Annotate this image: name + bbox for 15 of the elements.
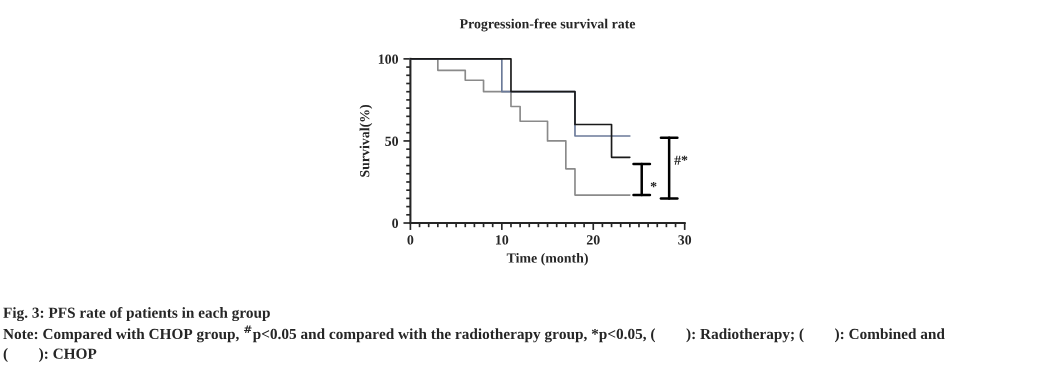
x-tick-label: 10	[496, 235, 509, 245]
chart-title: Progression-free survival rate	[459, 18, 636, 32]
y-tick-label: 0	[392, 218, 399, 228]
x-axis-title: Time (month)	[506, 252, 588, 266]
annotation: *	[650, 181, 657, 188]
text: Note: Compared with CHOP group, $^{#}$p<0.05 and compared with the radiotherapy group, *p<0.05, ( ): Radiotherapy; ( ): Combined and	[3, 325, 945, 343]
annotation: #*	[674, 155, 688, 165]
x-tick-label: 20	[586, 235, 600, 245]
y-tick-label: 50	[385, 136, 399, 146]
caption: Fig. 3: PFS rate of patients in each group	[3, 306, 270, 322]
y-tick-label: 100	[378, 54, 399, 64]
y-axis-title: Survival(%)	[359, 104, 373, 177]
text: ( ): CHOP	[3, 348, 97, 362]
x-tick-label: 0	[407, 235, 414, 245]
x-tick-label: 30	[678, 235, 692, 245]
